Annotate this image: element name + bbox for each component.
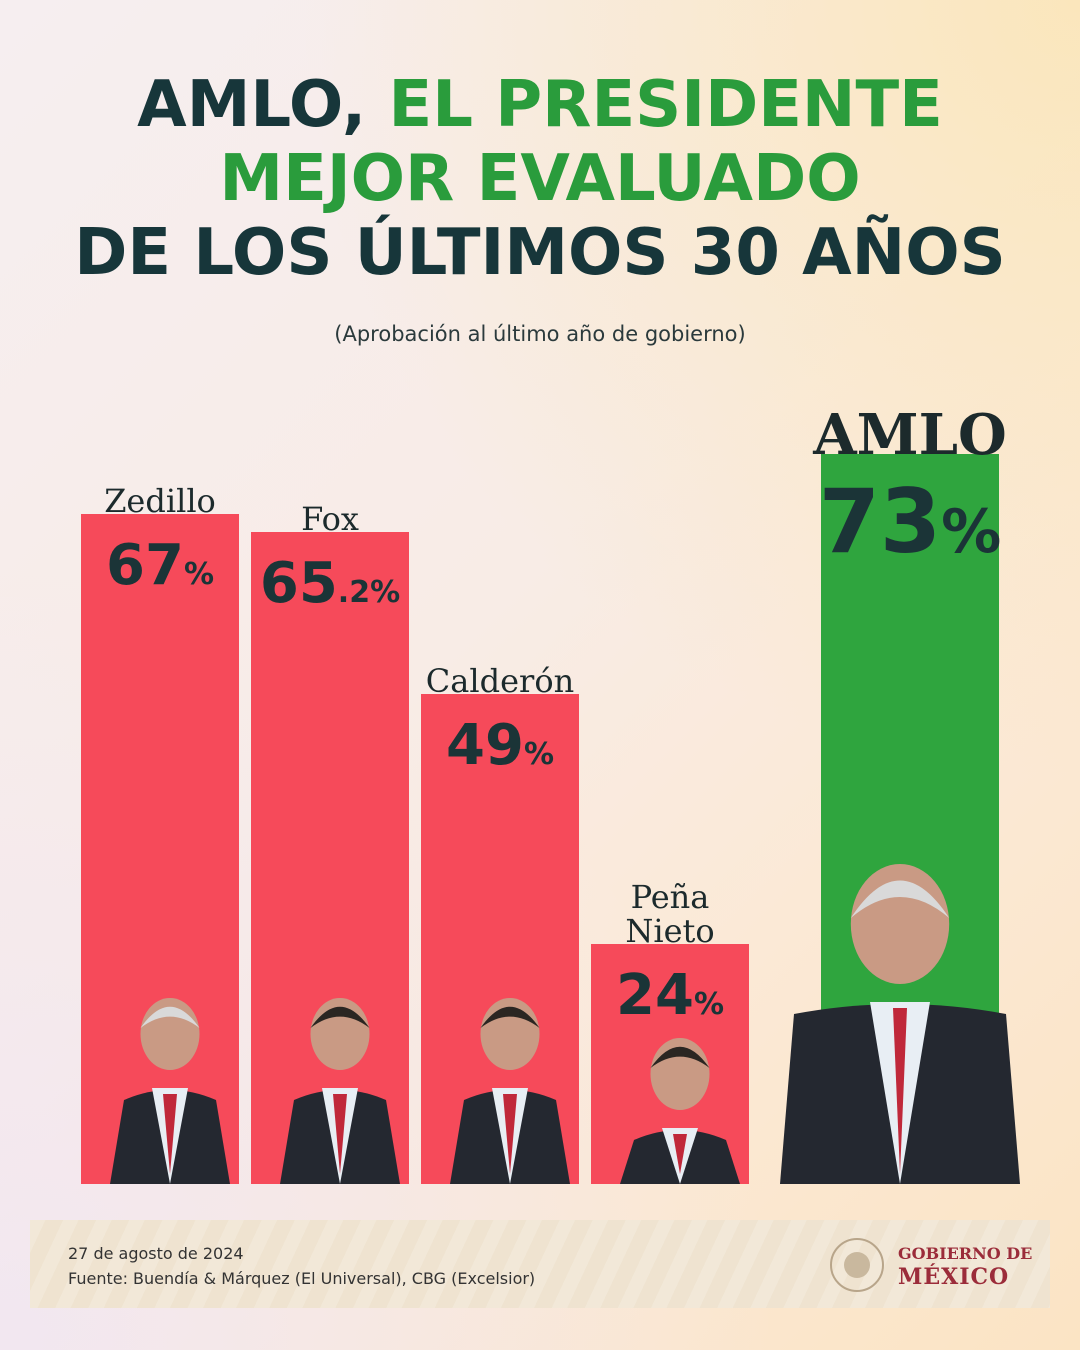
portrait-hair-calder-n (480, 1006, 540, 1028)
portrait-amlo (780, 864, 1020, 1184)
mexico-seal-icon (830, 1238, 884, 1292)
bar-value-calder-n: 49% (446, 713, 554, 778)
footer-pattern (30, 1220, 1050, 1308)
bar-value-suffix-pe-a-nieto: % (694, 987, 724, 1022)
title-line1-dark: AMLO, (137, 68, 367, 142)
bar-name-pe-a-nieto-2: Nieto (625, 912, 714, 950)
bar-value-suffix-fox: .2% (338, 575, 400, 610)
bar-value-main-fox: 65 (260, 551, 338, 616)
footer-date: 27 de agosto de 2024 (68, 1244, 244, 1263)
bar-value-pe-a-nieto: 24% (616, 963, 724, 1028)
portrait-zedillo (110, 998, 230, 1184)
bar-name-amlo: AMLO (812, 402, 1007, 468)
title-line1-green: EL PRESIDENTE (388, 68, 943, 142)
bar-value-main-pe-a-nieto: 24 (616, 963, 694, 1028)
portrait-tie-calder-n (503, 1094, 517, 1174)
bar-fox (251, 532, 409, 1184)
portrait-calder-n (450, 998, 570, 1184)
footer-source: Fuente: Buendía & Márquez (El Universal)… (68, 1269, 536, 1288)
page-title: AMLO, EL PRESIDENTE MEJOR EVALUADO DE LO… (0, 68, 1080, 290)
bar-value-main-calder-n: 49 (446, 713, 524, 778)
portrait-pe-a-nieto (620, 1038, 740, 1184)
portrait-hair-zedillo (140, 1006, 200, 1028)
bar-value-suffix-calder-n: % (524, 737, 554, 772)
portrait-fox (280, 998, 400, 1184)
chart-subtitle: (Aprobación al último año de gobierno) (334, 322, 746, 346)
bar-value-suffix-amlo: % (941, 497, 1001, 567)
title-line3: DE LOS ÚLTIMOS 30 AÑOS (74, 216, 1006, 290)
bar-name-calder-n: Calderón (426, 662, 574, 700)
portrait-hair-fox (310, 1006, 370, 1028)
logo-line2: MÉXICO (898, 1264, 1010, 1290)
bar-value-fox: 65.2% (260, 551, 400, 616)
portrait-tie-amlo (893, 1008, 907, 1174)
portrait-tie-zedillo (163, 1094, 177, 1174)
bar-name-pe-a-nieto-1: Peña (631, 878, 710, 916)
portrait-tie-fox (333, 1094, 347, 1174)
logo-line1: GOBIERNO DE (898, 1244, 1033, 1263)
portrait-hair-amlo (850, 880, 950, 918)
footer-bar: 27 de agosto de 2024 Fuente: Buendía & M… (30, 1220, 1050, 1308)
bar-value-amlo: 73% (819, 470, 1002, 573)
bar-name-zedillo: Zedillo (104, 482, 216, 520)
bar-name-fox: Fox (301, 500, 359, 538)
title-line2: MEJOR EVALUADO (219, 142, 861, 216)
portrait-hair-pe-a-nieto (650, 1046, 710, 1068)
portrait-tie-pe-a-nieto (673, 1134, 687, 1174)
bar-zedillo (81, 514, 239, 1184)
bar-value-main-zedillo: 67 (106, 533, 184, 598)
bar-value-main-amlo: 73 (819, 470, 941, 573)
bar-value-suffix-zedillo: % (184, 557, 214, 592)
bar-value-zedillo: 67% (106, 533, 214, 598)
